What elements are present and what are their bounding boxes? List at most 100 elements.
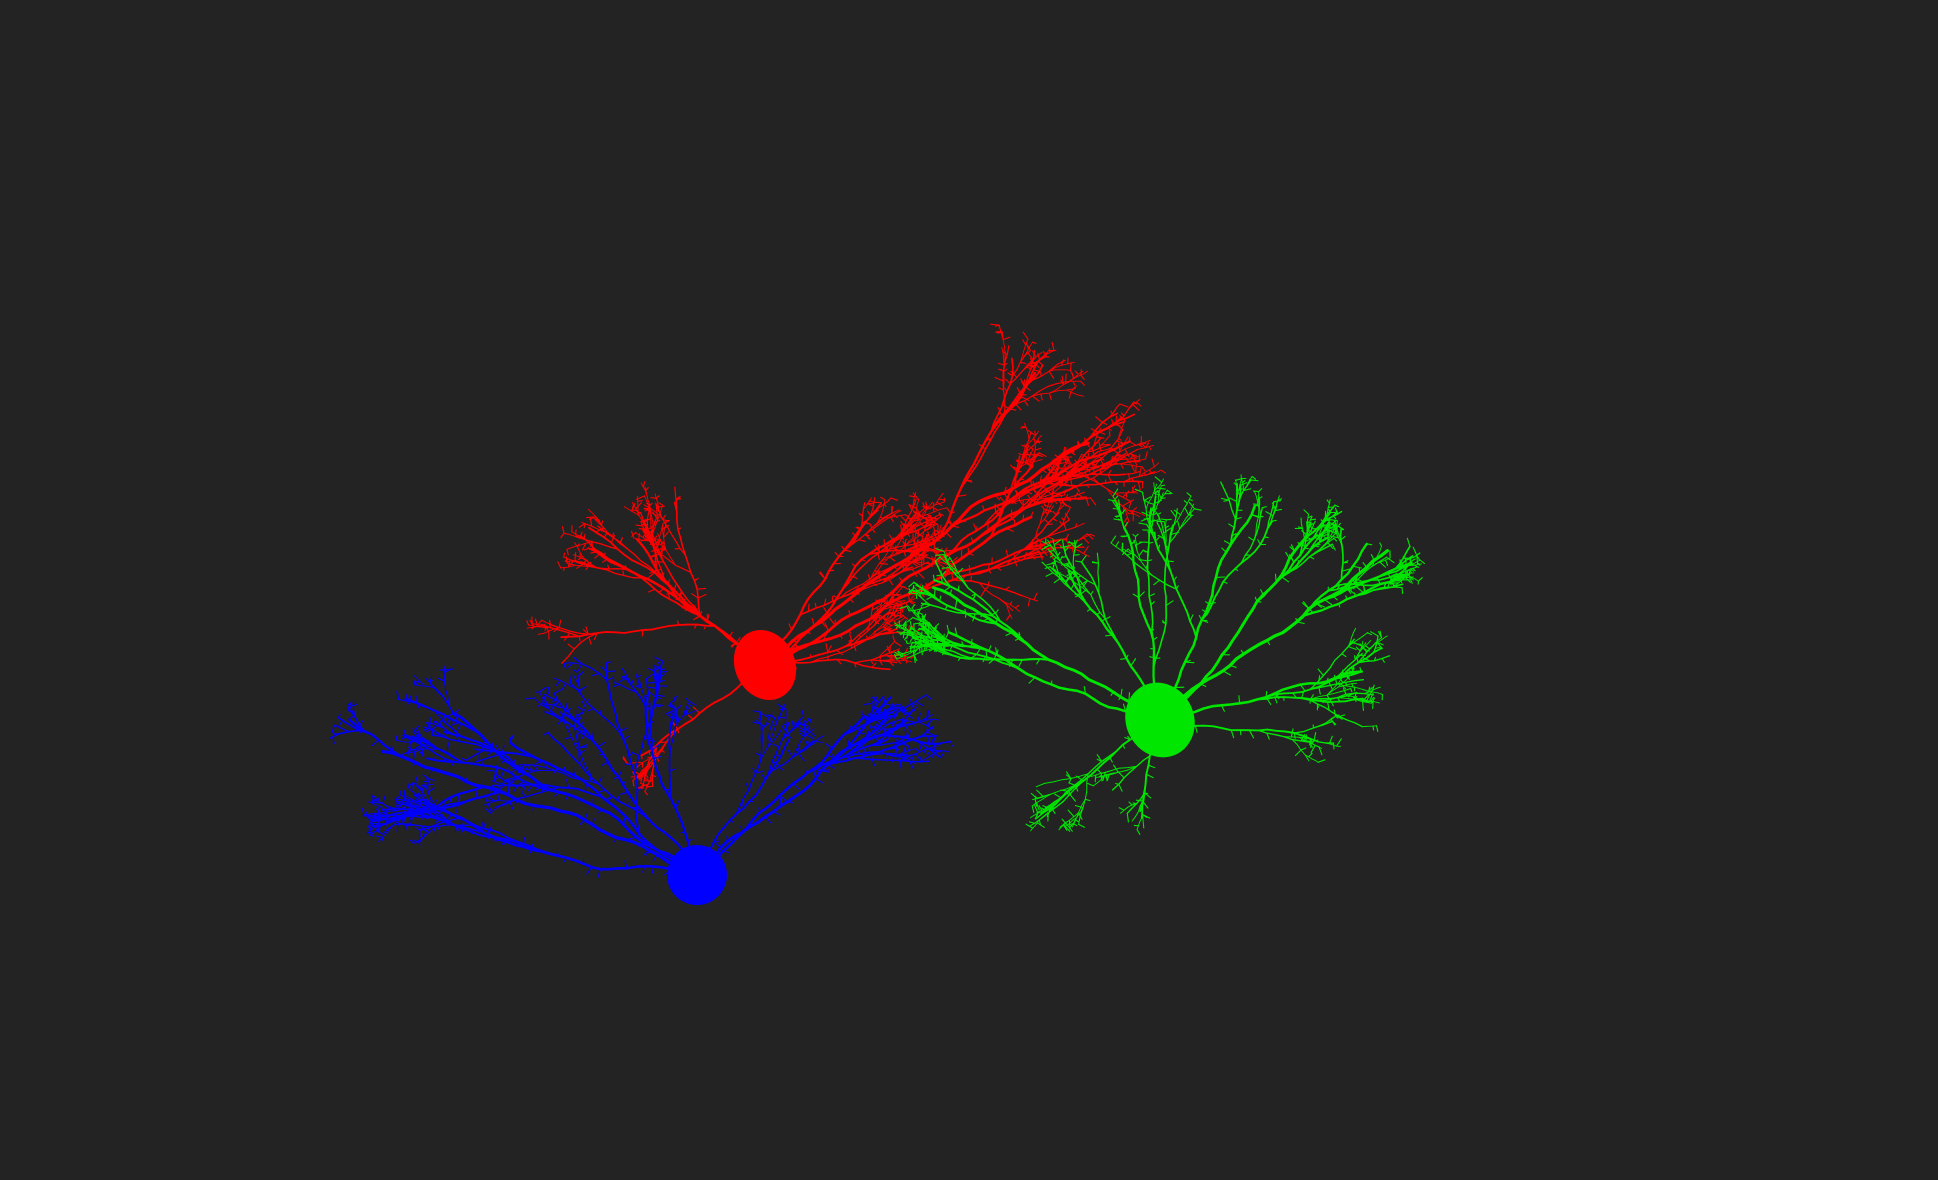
dendrite-spine xyxy=(1326,499,1331,505)
dendrite-spine xyxy=(622,756,629,765)
dendrite-spine xyxy=(1084,441,1091,448)
dendrite-spine xyxy=(532,804,535,811)
dendrite-spine xyxy=(1061,818,1068,826)
dendrite-spine xyxy=(877,611,881,621)
dendrite-spine xyxy=(1328,682,1333,690)
dendrite-spine xyxy=(889,722,897,731)
dendrite-branch xyxy=(669,708,678,753)
dendrite-spine xyxy=(566,725,572,730)
dendrite-spine xyxy=(798,721,802,725)
dendrite-spine xyxy=(442,758,446,763)
dendrite-branch xyxy=(404,794,422,806)
dendrite-spine xyxy=(450,718,453,729)
dendrite-spine xyxy=(899,759,902,769)
dendrite-branch xyxy=(1153,478,1164,491)
dendrite-spine xyxy=(1402,556,1407,561)
dendrite-spine xyxy=(1129,452,1138,459)
dendrite-spine xyxy=(1339,587,1343,594)
dendrite-spine xyxy=(1101,618,1106,622)
dendrite-spine xyxy=(1041,486,1050,490)
dendrite-spine xyxy=(373,795,380,804)
dendrite-spine xyxy=(429,676,433,684)
dendrite-branch xyxy=(907,605,923,622)
dendrite-spine xyxy=(1095,416,1104,423)
dendrite-spine xyxy=(1313,732,1317,742)
dendrite-spine xyxy=(509,801,514,810)
dendrite-branch xyxy=(911,550,932,560)
dendrite-spine xyxy=(1071,371,1075,380)
dendrite-branch xyxy=(761,712,773,733)
dendrite-spine xyxy=(1012,479,1018,482)
dendrite-spine xyxy=(1135,799,1144,802)
dendrite-spine xyxy=(539,760,542,765)
dendrite-spine xyxy=(1040,393,1043,401)
dendrite-branch xyxy=(1061,506,1071,526)
dendrite-spine xyxy=(589,517,593,527)
dendrite-spine xyxy=(1372,725,1375,731)
dendrite-spine xyxy=(1153,493,1160,496)
dendrite-spine xyxy=(795,749,803,754)
dendrite-spine xyxy=(1018,499,1024,506)
dendrite-spine xyxy=(797,747,802,753)
dendrite-spine xyxy=(1065,493,1069,499)
dendrite-branch xyxy=(431,734,495,751)
dendrite-spine xyxy=(1028,552,1036,560)
dendrite-spine xyxy=(584,784,587,793)
dendrite-spine xyxy=(994,494,1001,501)
dendrite-spine xyxy=(1370,631,1379,637)
dendrite-spine xyxy=(934,533,938,540)
dendrite-spine xyxy=(1160,536,1165,540)
dendrite-spine xyxy=(1068,823,1074,826)
dendrite-spine xyxy=(1070,385,1077,393)
dendrite-branch xyxy=(1157,489,1168,505)
dendrite-spine xyxy=(946,507,952,515)
dendrite-spine xyxy=(691,593,699,599)
dendrite-spine xyxy=(471,829,475,835)
dendrite-branch xyxy=(1025,430,1039,448)
dendrite-spine xyxy=(1084,798,1091,802)
dendrite-spine xyxy=(576,563,584,569)
dendrite-spine xyxy=(914,747,919,752)
dendrite-branch xyxy=(1147,495,1157,562)
dendrite-spine xyxy=(642,865,646,873)
dendrite-spine xyxy=(1068,458,1073,467)
dendrite-spine xyxy=(601,761,609,767)
dendrite-spine xyxy=(676,713,680,722)
dendrite-spine xyxy=(631,509,639,512)
dendrite-spine xyxy=(659,673,666,678)
dendrite-spine xyxy=(899,605,909,609)
dendrite-branch xyxy=(1052,503,1066,520)
dendrite-spine xyxy=(575,688,582,691)
dendrite-spine xyxy=(1339,678,1344,684)
dendrite-spine xyxy=(563,552,566,558)
dendrite-spine xyxy=(890,603,896,606)
dendrite-spine xyxy=(337,713,341,719)
dendrite-spine xyxy=(451,721,460,726)
dendrite-spine xyxy=(1046,467,1051,473)
dendrite-spine xyxy=(657,661,661,666)
dendrite-spine xyxy=(695,615,701,620)
dendrite-spine xyxy=(687,839,693,842)
dendrite-spine xyxy=(1157,490,1162,499)
dendrite-spine xyxy=(777,766,784,771)
dendrite-spine xyxy=(937,634,940,641)
dendrite-spine xyxy=(588,636,592,645)
dendrite-spine xyxy=(933,644,939,652)
dendrite-spine xyxy=(913,498,917,502)
dendrite-branch xyxy=(1030,352,1049,370)
dendrite-spine xyxy=(1122,703,1127,712)
dendrite-spine xyxy=(713,840,720,843)
dendrite-spine xyxy=(653,755,662,760)
dendrite-spine xyxy=(482,822,486,833)
dendrite-branch xyxy=(888,524,906,550)
dendrite-spine xyxy=(940,641,946,648)
dendrite-spine xyxy=(912,584,915,591)
dendrite-branch xyxy=(1373,635,1379,654)
dendrite-branch xyxy=(1309,537,1335,558)
dendrite-spine xyxy=(1019,361,1027,364)
dendrite-branch xyxy=(578,707,587,722)
dendrite-spine xyxy=(636,674,641,679)
dendrite-spine xyxy=(942,530,945,537)
dendrite-spine xyxy=(427,787,435,793)
